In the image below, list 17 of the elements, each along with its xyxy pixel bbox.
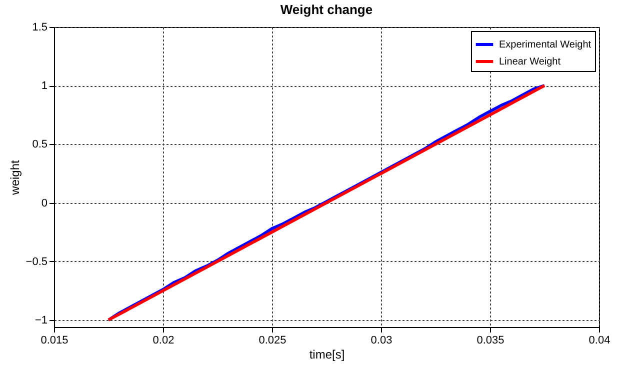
x-tick-label: 0.04: [588, 334, 610, 346]
y-tick-label: 1.5: [32, 22, 48, 34]
x-tick-label: 0.02: [152, 334, 174, 346]
legend-label: Linear Weight: [499, 56, 561, 68]
y-tick-label: 0.5: [32, 138, 48, 151]
y-tick-label: 0: [41, 197, 48, 210]
y-axis-title: weight: [8, 159, 22, 196]
y-tick-label: −1: [34, 314, 48, 326]
y-tick-label: 1: [41, 80, 48, 92]
chart-title: Weight change: [280, 2, 373, 17]
y-tick-label: −0.5: [26, 256, 48, 268]
x-tick-label: 0.03: [370, 334, 392, 346]
x-tick-label: 0.025: [258, 334, 286, 346]
x-tick-label: 0.015: [40, 334, 68, 346]
x-axis-title: time[s]: [309, 348, 345, 362]
x-tick-label: 0.035: [476, 334, 504, 346]
legend-label: Experimental Weight: [499, 40, 592, 50]
